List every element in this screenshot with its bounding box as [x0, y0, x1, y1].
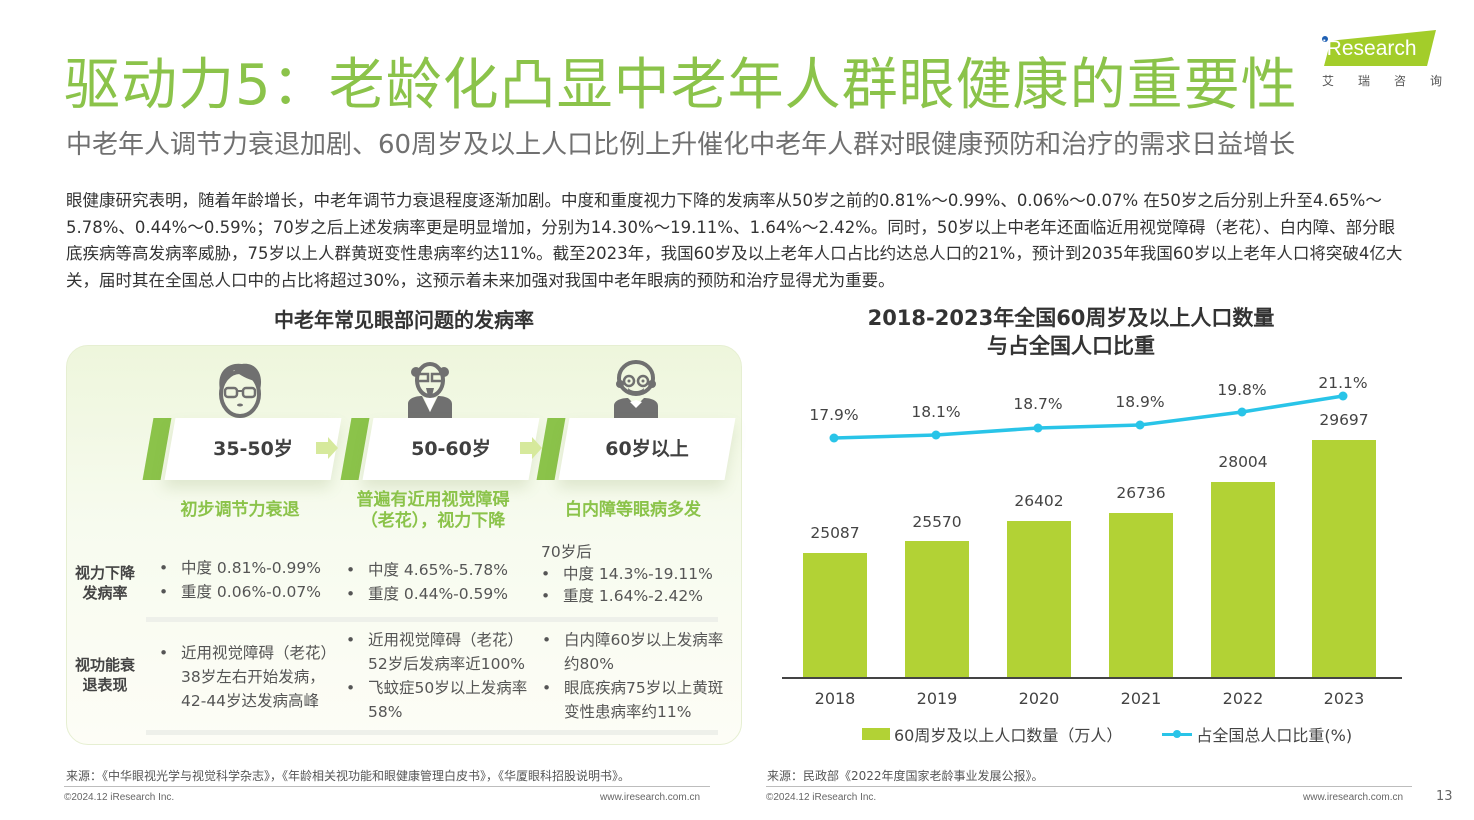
bar-2020: [1007, 521, 1071, 677]
pct-label: 21.1%: [1318, 374, 1368, 392]
stage-35-50: 35-50岁: [142, 418, 342, 480]
list-item: 中度 4.65%-5.78%: [346, 558, 536, 582]
list-item: 眼底疾病75岁以上黄斑变性患病率约11%: [542, 676, 728, 724]
vision-decline-35-50: 中度 0.81%-0.99% 重度 0.06%-0.07%: [159, 556, 339, 604]
x-tick: 2019: [916, 689, 958, 708]
stage-age-label: 60岁以上: [605, 438, 689, 460]
website-link[interactable]: www.iresearch.com.cn: [600, 792, 701, 803]
legend-label: 60周岁及以上人口数量（万人）: [894, 726, 1123, 745]
list-item: 中度 14.3%-19.11%: [541, 563, 731, 585]
pct-label: 18.9%: [1115, 393, 1165, 411]
list-item: 中度 0.81%-0.99%: [159, 556, 339, 580]
list-item: 重度 0.06%-0.07%: [159, 580, 339, 604]
list-item: 重度 0.44%-0.59%: [346, 582, 536, 606]
stage-age-label: 50-60岁: [411, 438, 491, 460]
chart-legend: 60周岁及以上人口数量（万人） 占全国总人口比重(%): [862, 722, 1352, 746]
row-label-function-decline: 视功能衰 退表现: [74, 656, 135, 694]
x-tick: 2022: [1222, 689, 1264, 708]
bar-2022: [1211, 482, 1275, 677]
website-link[interactable]: www.iresearch.com.cn: [1303, 792, 1404, 803]
stage-desc: 普遍有近用视觉障碍 （老花），视力下降: [356, 490, 510, 531]
bar-2019: [905, 541, 969, 677]
right-source: 来源：民政部《2022年度国家老龄事业发展公报》。: [767, 769, 1044, 783]
left-source: 来源：《中华眼视光学与视觉科学杂志》，《年龄相关视功能和眼健康管理白皮书》，《华…: [66, 769, 631, 783]
row-label-vision-decline: 视力下降 发病率: [74, 564, 135, 602]
population-chart: 17.9% 18.1% 18.7% 18.9% 19.8% 21.1% 2508…: [782, 360, 1412, 760]
logo-dot-icon: [1322, 36, 1328, 42]
bar-2021: [1109, 513, 1173, 677]
row-divider: [146, 730, 718, 735]
x-tick: 2018: [814, 689, 856, 708]
bar-2018: [803, 553, 867, 677]
footer-divider: [766, 786, 1412, 787]
list-item: 近用视觉障碍（老花）38岁左右开始发病，42-44岁达发病高峰: [159, 641, 339, 713]
chart-title: 2018-2023年全国60周岁及以上人口数量 与占全国人口比重: [867, 306, 1275, 358]
page-subtitle: 中老年人调节力衰退加剧、60周岁及以上人口比例上升催化中老年人群对眼健康预防和治…: [66, 130, 1296, 160]
bar-value: 26402: [1014, 492, 1064, 510]
row-divider: [146, 617, 718, 622]
bar-2023: [1312, 440, 1376, 677]
function-decline-35-50: 近用视觉障碍（老花）38岁左右开始发病，42-44岁达发病高峰: [159, 641, 339, 713]
left-panel-title: 中老年常见眼部问题的发病率: [274, 308, 534, 332]
vision-decline-60-plus: 70岁后 中度 14.3%-19.11% 重度 1.64%-2.42%: [541, 541, 731, 607]
copyright: ©2024.12 iResearch Inc.: [64, 792, 175, 803]
elderly-bald-man-icon: [614, 360, 658, 422]
logo-text: iResearch: [1322, 37, 1417, 60]
stage-age-label: 35-50岁: [213, 438, 293, 460]
iresearch-logo: iResearch 艾 瑞 咨 询: [1318, 28, 1442, 90]
x-tick: 2023: [1323, 689, 1365, 708]
logo-cn-text: 艾 瑞 咨 询: [1322, 74, 1442, 88]
list-item: 白内障60岁以上发病率约80%: [542, 628, 728, 676]
x-tick: 2021: [1120, 689, 1162, 708]
copyright: ©2024.12 iResearch Inc.: [766, 792, 877, 803]
vision-decline-50-60: 中度 4.65%-5.78% 重度 0.44%-0.59%: [346, 558, 536, 606]
x-tick: 2020: [1018, 689, 1060, 708]
stage-desc: 白内障等眼病多发: [565, 500, 701, 520]
legend-bar-swatch-icon: [862, 728, 890, 740]
age-prefix: 70岁后: [541, 543, 592, 561]
page-title: 驱动力5：老龄化凸显中老年人群眼健康的重要性: [64, 53, 1298, 118]
list-item: 重度 1.64%-2.42%: [541, 585, 731, 607]
bar-value: 26736: [1116, 484, 1166, 502]
legend-label: 占全国总人口比重(%): [1196, 726, 1353, 745]
pct-label: 17.9%: [809, 406, 859, 424]
function-decline-60-plus: 白内障60岁以上发病率约80% 眼底疾病75岁以上黄斑变性患病率约11%: [542, 628, 728, 724]
bar-value: 28004: [1218, 453, 1268, 471]
list-item: 飞蚊症50岁以上发病率58%: [346, 676, 528, 724]
pct-label: 18.7%: [1013, 395, 1063, 413]
function-decline-50-60: 近用视觉障碍（老花）52岁后发病率近100% 飞蚊症50岁以上发病率58%: [346, 628, 528, 724]
middle-aged-person-with-glasses-icon: [219, 363, 262, 418]
page-number: 13: [1436, 789, 1453, 804]
older-man-with-glasses-icon: [408, 362, 452, 422]
ratio-line: [829, 391, 1348, 443]
list-item: 近用视觉障碍（老花）52岁后发病率近100%: [346, 628, 528, 676]
bar-value: 25087: [810, 524, 860, 542]
x-axis: [782, 677, 1402, 679]
stage-50-60: 50-60岁: [340, 418, 540, 480]
footer-divider: [64, 786, 710, 787]
pct-label: 19.8%: [1217, 381, 1267, 399]
pct-label: 18.1%: [911, 403, 961, 421]
legend-line-swatch-icon: [1162, 729, 1193, 738]
bar-value: 25570: [912, 513, 962, 531]
bar-value: 29697: [1319, 411, 1369, 429]
stage-60-plus: 60岁以上: [536, 418, 736, 480]
stage-desc: 初步调节力衰退: [180, 500, 300, 520]
intro-paragraph: 眼健康研究表明，随着年龄增长，中老年调节力衰退程度逐渐加剧。中度和重度视力下降的…: [66, 191, 1403, 290]
